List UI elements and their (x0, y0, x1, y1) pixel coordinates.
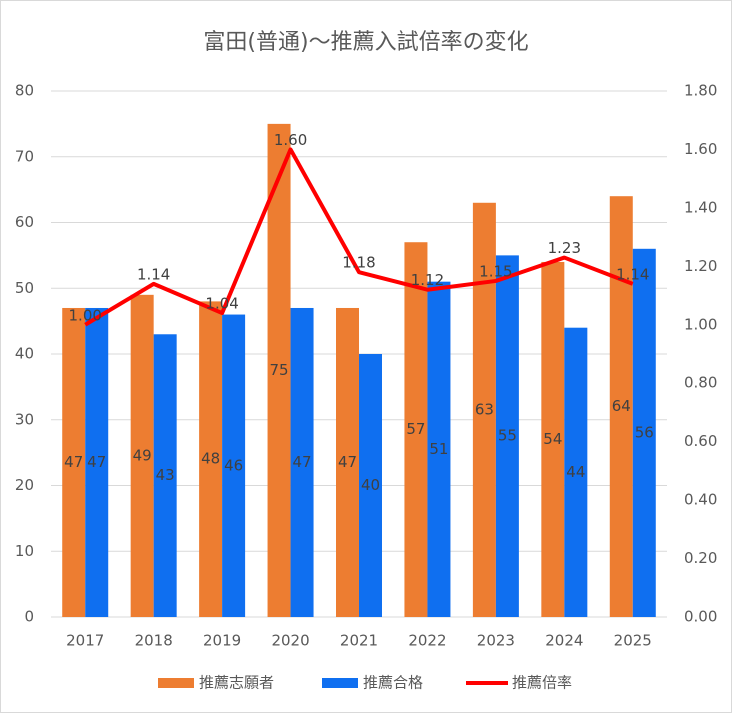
legend-label: 推薦倍率 (512, 674, 572, 692)
data-label: 43 (156, 466, 175, 484)
legend-swatch (158, 678, 194, 688)
line (84, 147, 634, 327)
y2-tick-label: 1.20 (684, 257, 717, 275)
data-label: 64 (612, 397, 631, 415)
y-tick-label: 60 (15, 213, 34, 231)
legend-label: 推薦志願者 (199, 674, 274, 692)
y-tick-label: 70 (15, 147, 34, 165)
data-label: 56 (635, 423, 654, 441)
y2-tick-label: 0.80 (684, 374, 717, 392)
x-tick-label: 2019 (203, 632, 241, 650)
x-tick-label: 2017 (66, 632, 104, 650)
data-label: 55 (498, 427, 517, 445)
data-label: 75 (270, 361, 289, 379)
data-label: 47 (338, 453, 357, 471)
data-label: 48 (201, 450, 220, 468)
y-tick-label: 20 (15, 476, 34, 494)
y2-tick-label: 0.40 (684, 491, 717, 509)
data-label: 1.23 (548, 239, 581, 257)
bar (130, 294, 154, 617)
data-label: 46 (224, 456, 243, 474)
y-tick-label: 40 (15, 345, 34, 363)
y-tick-label: 0 (24, 608, 34, 626)
data-label: 47 (293, 453, 312, 471)
y-tick-label: 10 (15, 542, 34, 560)
bar (290, 307, 314, 617)
bar (495, 255, 519, 617)
bar (632, 248, 656, 618)
x-tick-label: 2024 (545, 632, 583, 650)
legend-label: 推薦合格 (363, 674, 423, 692)
bar (153, 334, 177, 617)
x-tick-label: 2023 (477, 632, 515, 650)
legend-swatch (322, 678, 358, 688)
data-label: 44 (566, 463, 585, 481)
y-tick-label: 80 (15, 82, 34, 100)
data-label: 1.15 (479, 262, 512, 280)
y2-tick-label: 1.60 (684, 140, 717, 158)
bar (336, 307, 359, 617)
bar (62, 307, 86, 617)
data-label: 63 (475, 400, 494, 418)
x-tick-label: 2022 (408, 632, 446, 650)
data-label: 1.60 (274, 131, 307, 149)
y2-tick-label: 1.80 (684, 82, 717, 100)
bar (427, 281, 451, 617)
chart-title: 富田(普通)〜推薦入試倍率の変化 (203, 30, 528, 55)
y2-tick-label: 0.20 (684, 549, 717, 567)
bar (199, 301, 223, 617)
data-label: 1.14 (616, 265, 649, 283)
bar (359, 354, 382, 617)
data-label: 49 (133, 446, 152, 464)
data-label: 47 (64, 453, 83, 471)
y2-tick-label: 0.00 (684, 608, 717, 626)
y2-tick-label: 0.60 (684, 432, 717, 450)
x-tick-label: 2020 (271, 632, 309, 650)
data-label: 54 (543, 430, 562, 448)
data-label: 47 (87, 453, 106, 471)
data-label: 40 (361, 476, 380, 494)
bar (222, 314, 246, 617)
x-tick-label: 2021 (340, 632, 378, 650)
y2-tick-label: 1.00 (684, 315, 717, 333)
bar (85, 307, 109, 617)
y2-tick-label: 1.40 (684, 198, 717, 216)
x-tick-label: 2018 (135, 632, 173, 650)
bar (472, 202, 496, 617)
data-label: 1.04 (205, 295, 238, 313)
bar (267, 123, 291, 617)
y-tick-label: 30 (15, 410, 34, 428)
data-label: 57 (406, 420, 425, 438)
data-label: 51 (429, 440, 448, 458)
bar (541, 261, 565, 617)
data-label: 1.12 (411, 271, 444, 289)
data-label: 1.00 (69, 306, 102, 324)
bar (564, 327, 588, 617)
bar (404, 242, 428, 617)
bar (609, 196, 633, 617)
y-tick-label: 50 (15, 279, 34, 297)
data-label: 1.18 (342, 254, 375, 272)
x-tick-label: 2025 (614, 632, 652, 650)
data-label: 1.14 (137, 265, 170, 283)
